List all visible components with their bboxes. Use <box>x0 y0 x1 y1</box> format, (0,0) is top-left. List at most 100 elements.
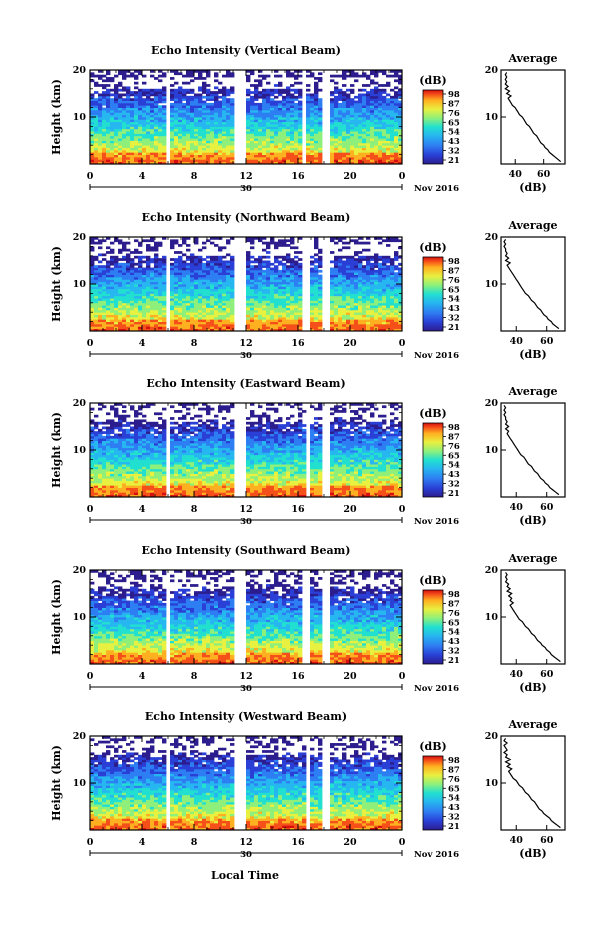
heatmap-cell <box>218 107 223 111</box>
heatmap-cell <box>330 316 335 320</box>
heatmap-cell <box>386 81 391 85</box>
heatmap-cell <box>262 312 267 315</box>
heatmap-cell <box>342 112 347 116</box>
heatmap-cell <box>330 279 335 283</box>
heatmap-cell <box>178 114 183 118</box>
heatmap-cell <box>250 107 255 111</box>
heatmap-cell <box>290 319 295 322</box>
heatmap-cell <box>150 326 155 330</box>
heatmap-cell <box>214 274 219 278</box>
heatmap-cell <box>278 288 283 292</box>
x-tick-label: 20 <box>343 338 357 349</box>
heatmap-cell <box>338 286 343 290</box>
heatmap-cell <box>154 265 159 268</box>
heatmap-cell <box>298 152 303 155</box>
heatmap-cell <box>198 140 203 144</box>
heatmap-cell <box>206 267 211 271</box>
heatmap-cell <box>342 102 347 106</box>
heatmap-cell <box>354 279 359 283</box>
heatmap-cell <box>174 288 179 292</box>
heatmap-cell <box>386 316 391 320</box>
heatmap-cell <box>198 124 203 127</box>
heatmap-cell <box>98 114 103 118</box>
heatmap-cell <box>226 72 231 76</box>
heatmap-cell <box>334 112 339 116</box>
heatmap-cell <box>150 112 155 116</box>
heatmap-cell <box>218 319 223 322</box>
heatmap-cell <box>250 276 255 280</box>
heatmap-cell <box>246 121 251 125</box>
x-tick-label: 12 <box>239 338 252 349</box>
heatmap-cell <box>246 149 251 153</box>
heatmap-cell <box>114 145 119 148</box>
heatmap-cell <box>214 309 219 313</box>
heatmap-cell <box>342 323 347 327</box>
heatmap-cell <box>266 267 271 271</box>
heatmap-cell <box>254 279 259 283</box>
heatmap-cell <box>314 128 319 132</box>
heatmap-cell <box>278 307 283 311</box>
heatmap-cell <box>386 321 391 325</box>
heatmap-cell <box>374 258 379 261</box>
heatmap-cell <box>358 152 363 155</box>
heatmap-cell <box>162 86 167 90</box>
heatmap-cell <box>226 91 231 94</box>
heatmap-cell <box>90 260 95 264</box>
heatmap-cell <box>198 72 203 76</box>
heatmap-cell <box>106 93 111 97</box>
heatmap-cell <box>398 319 403 322</box>
heatmap-cell <box>298 149 303 153</box>
heatmap-cell <box>330 237 335 240</box>
heatmap-cell <box>118 149 123 153</box>
heatmap-cell <box>298 302 303 306</box>
heatmap-cell <box>354 241 359 245</box>
heatmap-cell <box>270 154 275 158</box>
heatmap-cell <box>282 98 287 101</box>
heatmap-cell <box>202 307 207 311</box>
heatmap-cell <box>290 142 295 146</box>
heatmap-cell <box>286 321 291 325</box>
heatmap-cell <box>138 152 143 155</box>
heatmap-cell <box>114 107 119 111</box>
heatmap-cell <box>282 126 287 130</box>
heatmap-cell <box>370 255 375 259</box>
heatmap-cell <box>318 131 323 134</box>
heatmap-cell <box>386 312 391 315</box>
heatmap-cell <box>94 121 99 125</box>
heatmap-cell <box>110 295 115 299</box>
heatmap-cell <box>318 291 323 294</box>
heatmap-cell <box>130 316 135 320</box>
heatmap-cell <box>218 248 223 252</box>
heatmap-cell <box>122 286 127 290</box>
heatmap-cell <box>230 291 235 294</box>
heatmap-cell <box>274 265 279 268</box>
heatmap-cell <box>218 126 223 130</box>
heatmap-cell <box>146 88 151 92</box>
heatmap-cell <box>162 274 167 278</box>
heatmap-cell <box>370 328 375 332</box>
heatmap-cell <box>286 159 291 163</box>
heatmap-cell <box>154 77 159 80</box>
heatmap-cell <box>158 119 163 123</box>
heatmap-cell <box>266 138 271 141</box>
heatmap-cell <box>394 267 399 271</box>
heatmap-cell <box>334 265 339 268</box>
heatmap-cell <box>342 293 347 297</box>
heatmap-cell <box>106 274 111 278</box>
heatmap-cell <box>310 114 315 118</box>
heatmap-cell <box>186 131 191 134</box>
heatmap-cell <box>286 258 291 261</box>
heatmap-cell <box>182 298 187 301</box>
heatmap-cell <box>142 152 147 155</box>
heatmap-cell <box>338 267 343 271</box>
heatmap-cell <box>262 88 267 92</box>
heatmap-cell <box>198 147 203 151</box>
heatmap-cell <box>182 109 187 113</box>
heatmap-cell <box>258 138 263 141</box>
heatmap-cell <box>94 140 99 144</box>
heatmap-cell <box>350 114 355 118</box>
heatmap-cell <box>306 128 311 132</box>
heatmap-cell <box>150 272 155 275</box>
heatmap-cell <box>314 314 319 318</box>
heatmap-cell <box>118 124 123 127</box>
